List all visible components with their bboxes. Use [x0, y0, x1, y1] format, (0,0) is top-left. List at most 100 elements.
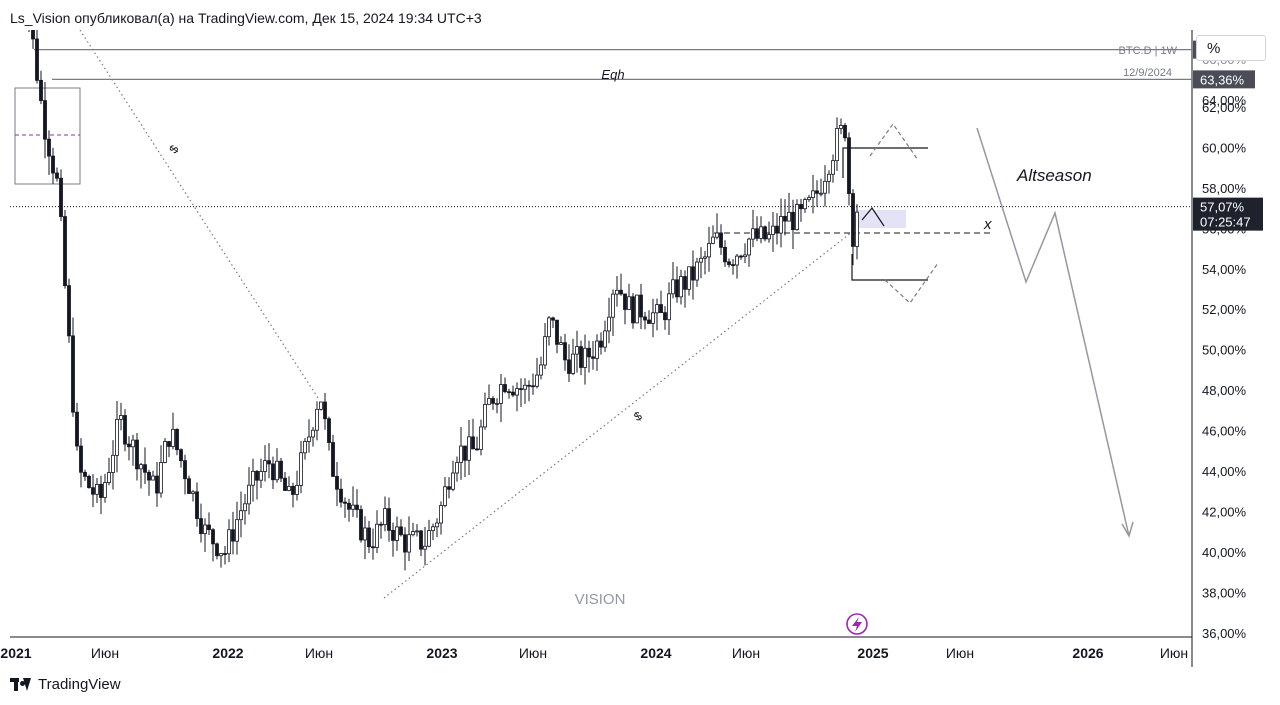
candle-body [215, 543, 219, 557]
candle-body [379, 523, 383, 526]
candle-body [823, 180, 827, 194]
candle-body [243, 503, 247, 512]
candle-body [127, 443, 131, 448]
chart-area[interactable]: Eqh$$Altseasonx62,00%60,00%58,00%56,00%5… [0, 0, 1280, 675]
candle-body [163, 441, 167, 463]
candle-body [595, 340, 599, 359]
candle-body [143, 464, 147, 473]
candle-body [787, 211, 791, 222]
candle-body [611, 293, 615, 318]
candle-body [827, 173, 831, 182]
candle-body [391, 529, 395, 541]
footer-brand[interactable]: TradingView [10, 676, 121, 693]
x-tick-label: 2025 [857, 645, 888, 661]
candle-body [587, 347, 591, 358]
candle-body [703, 256, 707, 259]
candle-body [527, 384, 531, 387]
candle-body [95, 484, 99, 495]
x-tick-label: Июн [305, 645, 333, 661]
candle-body [311, 429, 315, 438]
candle-body [131, 439, 135, 448]
candle-body [763, 226, 767, 240]
candle-body [31, 16, 35, 40]
y-tick-label: 54,00% [1202, 262, 1247, 277]
x-tick-label: Июн [732, 645, 760, 661]
candle-body [151, 475, 155, 481]
candle-body [655, 304, 659, 314]
candle-body [59, 177, 63, 217]
candle-body [779, 216, 783, 234]
candle-body [431, 526, 435, 531]
y-tick-label: 44,00% [1202, 464, 1247, 479]
candle-body [451, 472, 455, 490]
candle-body [739, 255, 743, 258]
candle-body [743, 254, 747, 258]
candle-body [423, 545, 427, 550]
candle-body [563, 342, 567, 361]
candle-body [559, 342, 563, 345]
y-tick-label: 46,00% [1202, 424, 1247, 439]
candle-body [271, 463, 275, 481]
candle-body [351, 504, 355, 510]
candle-body [547, 317, 551, 338]
candle-body [583, 347, 587, 368]
lower-bracket [851, 254, 928, 281]
candle-body [691, 266, 695, 281]
candle-body [591, 356, 595, 359]
eqh-label: Eqh [601, 67, 624, 82]
candle-body [251, 470, 255, 486]
candle-body [467, 436, 471, 461]
candle-body [671, 279, 675, 295]
candle-body [447, 486, 451, 490]
candle-body [199, 518, 203, 534]
candle-body [419, 530, 423, 550]
candle-body [187, 478, 191, 494]
candle-body [223, 553, 227, 555]
candle-body [75, 411, 79, 447]
candle-body [619, 289, 623, 295]
candle-body [567, 359, 571, 374]
candle-body [331, 442, 335, 477]
candle-body [667, 293, 671, 321]
x-tick-label: Июн [519, 645, 547, 661]
candle-body [543, 336, 547, 366]
candle-body [427, 530, 431, 547]
candle-body [531, 385, 535, 388]
candle-body [727, 261, 731, 265]
candle-body [523, 384, 527, 390]
candle-body [483, 404, 487, 428]
lightning-bolt-icon [852, 617, 862, 632]
candle-body [507, 391, 511, 394]
candle-body [259, 471, 263, 481]
candle-body [247, 484, 251, 505]
candle-body [91, 487, 95, 495]
footer-brand-label: TradingView [38, 676, 121, 693]
candle-body [63, 216, 67, 287]
x-mark-label: x [983, 216, 992, 233]
candle-body [855, 211, 859, 247]
candle-body [759, 226, 763, 239]
candle-body [735, 255, 739, 266]
candle-body [439, 505, 443, 524]
candle-body [99, 484, 103, 498]
candle-body [615, 289, 619, 295]
candle-body [287, 485, 291, 491]
candle-body [775, 225, 779, 234]
candle-body [179, 449, 183, 462]
candle-body [555, 319, 559, 345]
candle-body [459, 445, 463, 463]
candle-body [195, 491, 199, 519]
x-tick-label: 2022 [212, 645, 243, 661]
candle-body [323, 401, 327, 420]
y-tick-label: 48,00% [1202, 383, 1247, 398]
candle-body [83, 471, 87, 477]
candle-body [715, 232, 719, 238]
percent-scale-button[interactable]: % [1196, 35, 1266, 61]
candle-body [395, 526, 399, 541]
y-tick-label: 58,00% [1202, 181, 1247, 196]
candle-body [503, 384, 507, 393]
candle-body [639, 294, 643, 318]
candle-body [375, 523, 379, 548]
price-chart[interactable]: Eqh$$Altseasonx62,00%60,00%58,00%56,00%5… [0, 0, 1280, 675]
candle-body [207, 524, 211, 531]
